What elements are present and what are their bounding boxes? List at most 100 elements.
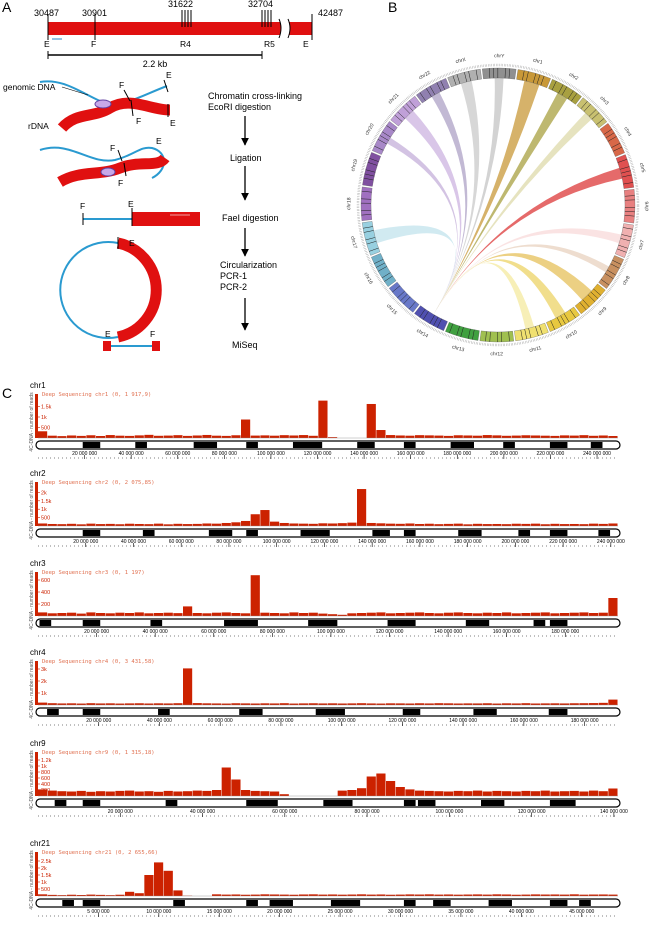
y-tick-label: 200	[41, 602, 50, 608]
read-bar	[250, 703, 260, 705]
diagram-label: genomic DNA	[3, 82, 56, 92]
band	[610, 263, 620, 269]
x-tick-label: 20 000 000	[108, 809, 133, 815]
ideogram-band	[465, 620, 490, 626]
band	[365, 237, 376, 241]
band	[468, 71, 471, 82]
read-bar	[395, 523, 405, 526]
band	[582, 299, 590, 308]
read-bar	[453, 435, 463, 438]
band	[382, 131, 391, 138]
read-bar	[289, 703, 299, 705]
y-tick-label: 1k	[41, 764, 47, 770]
band	[590, 291, 599, 299]
read-bar	[241, 894, 251, 896]
read-bar	[173, 435, 183, 438]
chromosome-label: chr2	[568, 72, 580, 82]
read-bar	[347, 894, 357, 896]
band	[361, 190, 372, 193]
read-bar	[38, 431, 48, 438]
x-tick-label: 180 000 000	[454, 539, 482, 545]
ideogram-band	[158, 709, 170, 715]
ideogram-band	[330, 900, 361, 906]
read-bar	[86, 894, 96, 896]
y-axis-label: 4C-DNA - number of reads	[29, 750, 35, 810]
circos-plot: chr1 chr2 chr3 chr4 chr5 chr6 chr7 chr8 chr9 chr1…	[346, 53, 649, 357]
read-bar	[154, 613, 164, 616]
read-bar	[279, 703, 289, 705]
band	[364, 173, 375, 177]
ideogram-band	[549, 442, 568, 448]
chromosome-label: chr8	[622, 275, 632, 287]
x-tick-label: 140 000 000	[358, 539, 386, 545]
band	[452, 75, 457, 86]
track-title: chr1	[30, 381, 46, 390]
band	[588, 109, 597, 117]
x-tick-label: 220 000 000	[537, 451, 565, 457]
scale-ring	[356, 63, 640, 347]
chromosome-label: chr1	[532, 58, 543, 66]
read-bar	[67, 523, 77, 526]
band	[449, 323, 454, 334]
link-ribbon	[433, 262, 535, 329]
read-bar	[115, 524, 125, 526]
read-bar	[492, 613, 502, 616]
read-bar	[560, 894, 570, 896]
read-bar	[212, 790, 222, 796]
band	[374, 145, 384, 151]
read-bar	[105, 613, 115, 616]
track-header: Deep Sequencing chr9 (0, 1 315,18)	[42, 750, 155, 756]
link-ribbon	[433, 80, 540, 315]
read-bar	[424, 790, 434, 796]
read-bar	[279, 894, 289, 896]
read-bar	[318, 400, 328, 438]
link-ribbon	[433, 80, 480, 315]
band	[363, 177, 374, 181]
read-bar	[366, 522, 376, 526]
x-tick-label: 20 000 000	[86, 718, 111, 724]
band	[624, 195, 635, 197]
read-bar	[424, 613, 434, 616]
chromosome-label: chr16	[362, 272, 373, 286]
read-bar	[47, 703, 57, 705]
read-bar	[134, 893, 144, 896]
read-bar	[202, 613, 212, 616]
band	[504, 68, 506, 79]
ideogram-band	[403, 442, 416, 448]
read-bar	[579, 791, 589, 796]
read-bar	[86, 523, 96, 526]
read-bar	[299, 613, 309, 616]
read-bar	[531, 612, 541, 616]
read-bar	[105, 523, 115, 526]
read-bar	[376, 430, 386, 438]
ideogram-band	[450, 442, 474, 448]
ideogram-band	[54, 800, 67, 806]
read-bar	[434, 613, 444, 616]
x-tick-label: 40 000 000	[121, 539, 146, 545]
band	[550, 320, 556, 330]
track-header: Deep Sequencing chr1 (0, 1 917,9)	[42, 392, 151, 398]
diagram-label: F	[80, 201, 85, 211]
read-bar	[598, 523, 608, 526]
band	[397, 290, 405, 299]
band	[422, 311, 429, 320]
read-bar	[250, 575, 260, 616]
read-bar	[299, 703, 309, 705]
track-header: Deep Sequencing chr21 (0, 2 655,66)	[42, 850, 158, 856]
band	[464, 72, 468, 82]
read-bar	[279, 522, 289, 526]
chromosome-arc	[362, 152, 381, 187]
read-bar	[550, 613, 560, 616]
ligation-diagram	[39, 146, 170, 187]
site-label: E	[44, 39, 50, 49]
y-axis-label: 4C-DNA - number of reads	[29, 570, 35, 630]
read-bar	[415, 894, 425, 896]
read-bar	[328, 703, 338, 705]
chromosome-arc	[371, 253, 397, 287]
read-bar	[424, 894, 434, 896]
y-axis	[35, 482, 38, 526]
y-axis	[35, 394, 38, 438]
chromosome-arc	[447, 68, 482, 88]
band	[619, 166, 630, 170]
ideogram-band	[308, 620, 338, 626]
